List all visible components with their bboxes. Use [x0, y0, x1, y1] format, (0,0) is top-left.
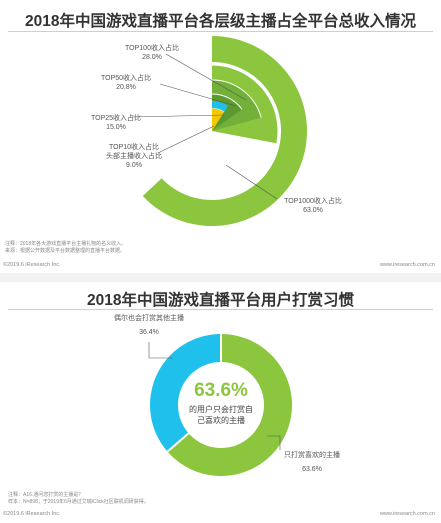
chart2-site: www.iresearch.com.cn [379, 511, 435, 517]
ring-top100-edge [211, 64, 279, 144]
label-top10-name: TOP10收入占比 [109, 142, 159, 151]
label-favorite-name: 只打赏喜欢的主播 [284, 450, 340, 459]
chart2-note-line2: 样本：N=898；于2019年6月通过艾瑞iClick社区联机调研获得。 [8, 499, 149, 505]
ring-top50-edge [211, 79, 262, 118]
chart2-note-line1: 注释：A16.通问您打赏的主播是？ [8, 492, 84, 498]
donut-slice-1 [150, 334, 221, 452]
label-top1000-pct: 63.0% [303, 207, 323, 214]
label-top25-name: TOP25收入占比 [91, 113, 141, 122]
ring-top1000 [142, 36, 307, 226]
donut-divider-1 [166, 431, 190, 454]
label-occasional-name: 偶尔也会打赏其他主播 [114, 313, 184, 322]
label-top10-pct: 9.0% [126, 162, 142, 169]
center-value: 63.6% [194, 380, 248, 401]
leader-top1000 [225, 164, 278, 200]
panel-separator [0, 273, 441, 282]
leader-top100 [165, 53, 247, 101]
ring-top25-edge [211, 93, 243, 110]
chart1-svg: TOP100收入占比 28.0% TOP50收入占比 20.8% TOP25收入… [91, 36, 342, 226]
label-top50-name: TOP50收入占比 [101, 73, 151, 82]
leader-top25 [131, 114, 225, 118]
leader-favorite [267, 435, 281, 450]
center-text-line2: 己喜欢的主播 [197, 415, 245, 425]
label-favorite-pct: 63.6% [302, 466, 322, 473]
chart2-svg: 偶尔也会打赏其他主播 36.4% 只打赏喜欢的主播 63.6% 63.6% 的用… [114, 313, 340, 476]
chart2-donut [150, 333, 293, 476]
ring-top10-accent [212, 101, 229, 112]
label-top100-pct: 28.0% [142, 54, 162, 61]
donut-slice-0 [167, 334, 293, 476]
ring-top10 [212, 108, 225, 131]
chart1-site: www.iresearch.com.cn [379, 262, 435, 268]
label-top25-pct: 15.0% [106, 124, 126, 131]
chart1-title: 2018年中国游戏直播平台各层级主播占全平台总收入情况 [25, 13, 416, 30]
label-top50-pct: 20.8% [116, 84, 136, 91]
leader-top50 [159, 83, 237, 107]
label-occasional-pct: 36.4% [139, 329, 159, 336]
chart1-copyright: ©2019.6 iResearch Inc. [3, 262, 61, 268]
chart1-title-rule [8, 31, 433, 32]
leader-top10 [157, 125, 215, 154]
center-text-line1: 的用户只会打赏自 [189, 404, 253, 414]
chart2-title: 2018年中国游戏直播平台用户打赏习惯 [87, 292, 354, 309]
chart1-leader-lines [131, 53, 278, 200]
leader-occasional [148, 342, 173, 359]
label-top1000-name: TOP1000收入占比 [284, 196, 342, 205]
chart1-labels: TOP100收入占比 28.0% TOP50收入占比 20.8% TOP25收入… [91, 43, 342, 214]
chart2-copyright: ©2019.6 iResearch Inc. [3, 511, 61, 517]
chart1-note: 注释：2018年各大游戏直播平台主播礼物的名义收入。 来源：根据公开数据及平台数… [5, 241, 126, 255]
chart2-title-rule [8, 309, 433, 310]
chart1-rings [142, 36, 307, 226]
label-top10-name2: 头部主播收入占比 [106, 151, 162, 160]
chart1-note-line1: 注释：2018年各大游戏直播平台主播礼物的名义收入。 [5, 241, 127, 247]
chart-panel-tipping: 2018年中国游戏直播平台用户打赏习惯 偶尔也会打赏其他主播 36.4% 只打赏… [0, 282, 441, 523]
chart2-leader-lines [148, 342, 281, 450]
label-top100-name: TOP100收入占比 [125, 43, 179, 52]
chart1-note-line2: 来源：根据公开数据及平台数据整理的直播平台数据。 [5, 248, 126, 254]
chart2-note: 注释：A16.通问您打赏的主播是？ 样本：N=898；于2019年6月通过艾瑞i… [8, 492, 149, 506]
chart-panel-income: 2018年中国游戏直播平台各层级主播占全平台总收入情况 TOP100收入占比 2… [3, 13, 435, 268]
